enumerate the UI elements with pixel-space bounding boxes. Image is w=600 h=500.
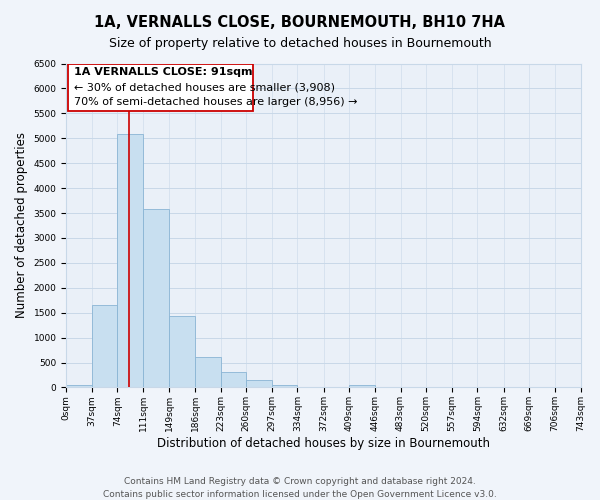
Bar — [349, 386, 375, 388]
Text: ← 30% of detached houses are smaller (3,908): ← 30% of detached houses are smaller (3,… — [74, 82, 335, 92]
Bar — [195, 356, 221, 388]
Text: Contains HM Land Registry data © Crown copyright and database right 2024.
Contai: Contains HM Land Registry data © Crown c… — [103, 478, 497, 499]
Text: 1A, VERNALLS CLOSE, BOURNEMOUTH, BH10 7HA: 1A, VERNALLS CLOSE, BOURNEMOUTH, BH10 7H… — [95, 15, 505, 30]
Bar — [272, 385, 298, 388]
FancyBboxPatch shape — [68, 64, 253, 111]
Bar — [66, 385, 92, 388]
Bar — [221, 372, 246, 388]
Text: 1A VERNALLS CLOSE: 91sqm: 1A VERNALLS CLOSE: 91sqm — [74, 67, 253, 77]
Bar — [92, 305, 118, 388]
X-axis label: Distribution of detached houses by size in Bournemouth: Distribution of detached houses by size … — [157, 437, 490, 450]
Bar — [169, 316, 195, 388]
Text: Size of property relative to detached houses in Bournemouth: Size of property relative to detached ho… — [109, 38, 491, 51]
Bar — [118, 134, 143, 388]
Bar — [143, 209, 169, 388]
Text: 70% of semi-detached houses are larger (8,956) →: 70% of semi-detached houses are larger (… — [74, 98, 358, 108]
Y-axis label: Number of detached properties: Number of detached properties — [15, 132, 28, 318]
Bar — [246, 380, 272, 388]
